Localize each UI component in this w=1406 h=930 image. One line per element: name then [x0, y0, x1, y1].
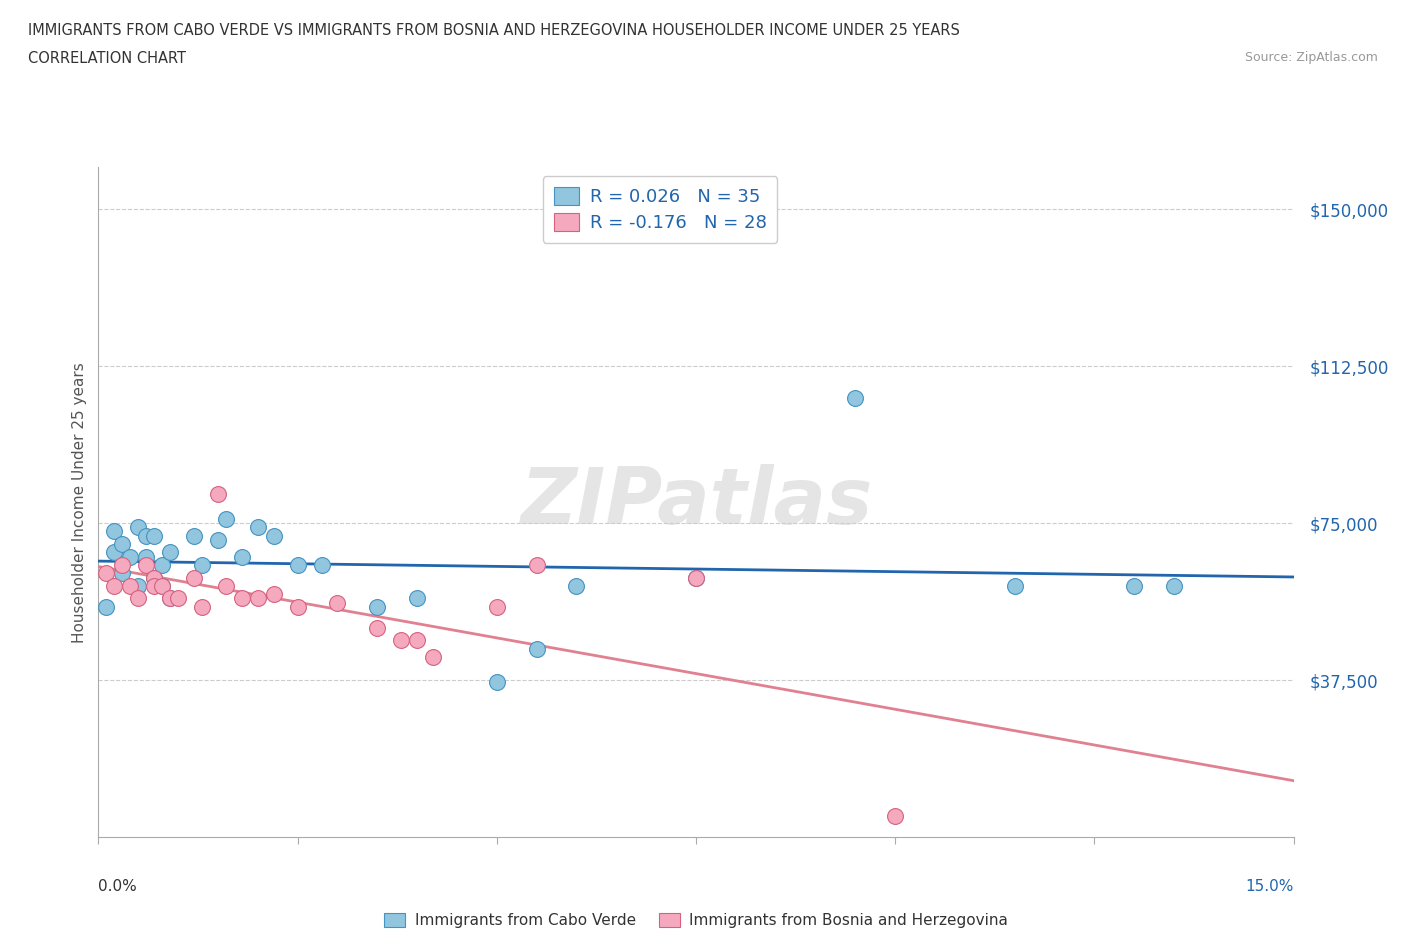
Point	[231, 591, 253, 606]
Point	[366, 600, 388, 615]
Point	[844, 391, 866, 405]
Point	[565, 578, 588, 593]
Point	[159, 545, 181, 560]
Point	[111, 537, 134, 551]
Point	[191, 600, 214, 615]
Point	[287, 600, 309, 615]
Point	[111, 558, 134, 573]
Y-axis label: Householder Income Under 25 years: Householder Income Under 25 years	[72, 362, 87, 643]
Point	[120, 549, 142, 564]
Point	[263, 528, 285, 543]
Point	[159, 591, 181, 606]
Point	[366, 620, 388, 635]
Point	[526, 558, 548, 573]
Point	[96, 565, 118, 580]
Point	[167, 591, 190, 606]
Text: CORRELATION CHART: CORRELATION CHART	[28, 51, 186, 66]
Point	[884, 809, 907, 824]
Point	[183, 570, 205, 585]
Point	[246, 520, 269, 535]
Point	[135, 528, 157, 543]
Point	[150, 558, 173, 573]
Point	[422, 649, 444, 664]
Point	[127, 591, 149, 606]
Point	[143, 528, 166, 543]
Point	[326, 595, 349, 610]
Point	[485, 600, 508, 615]
Point	[215, 578, 238, 593]
Point	[1004, 578, 1026, 593]
Point	[150, 578, 173, 593]
Point	[246, 591, 269, 606]
Point	[120, 578, 142, 593]
Point	[207, 486, 229, 501]
Point	[485, 675, 508, 690]
Point	[207, 532, 229, 547]
Text: Source: ZipAtlas.com: Source: ZipAtlas.com	[1244, 51, 1378, 64]
Point	[1123, 578, 1146, 593]
Point	[526, 642, 548, 657]
Point	[215, 512, 238, 526]
Text: 0.0%: 0.0%	[98, 879, 138, 894]
Point	[159, 591, 181, 606]
Point	[311, 558, 333, 573]
Text: 15.0%: 15.0%	[1246, 879, 1294, 894]
Text: ZIPatlas: ZIPatlas	[520, 464, 872, 540]
Point	[143, 578, 166, 593]
Point	[263, 587, 285, 602]
Point	[191, 558, 214, 573]
Point	[406, 591, 429, 606]
Point	[685, 570, 707, 585]
Point	[143, 570, 166, 585]
Point	[183, 528, 205, 543]
Legend: Immigrants from Cabo Verde, Immigrants from Bosnia and Herzegovina: Immigrants from Cabo Verde, Immigrants f…	[377, 905, 1015, 930]
Point	[103, 525, 125, 539]
Point	[135, 549, 157, 564]
Point	[685, 570, 707, 585]
Point	[135, 558, 157, 573]
Point	[127, 520, 149, 535]
Point	[150, 578, 173, 593]
Point	[143, 570, 166, 585]
Point	[406, 632, 429, 647]
Point	[111, 565, 134, 580]
Point	[127, 578, 149, 593]
Point	[103, 545, 125, 560]
Point	[103, 578, 125, 593]
Point	[389, 632, 412, 647]
Point	[1163, 578, 1185, 593]
Text: IMMIGRANTS FROM CABO VERDE VS IMMIGRANTS FROM BOSNIA AND HERZEGOVINA HOUSEHOLDER: IMMIGRANTS FROM CABO VERDE VS IMMIGRANTS…	[28, 23, 960, 38]
Point	[96, 600, 118, 615]
Point	[287, 558, 309, 573]
Point	[231, 549, 253, 564]
